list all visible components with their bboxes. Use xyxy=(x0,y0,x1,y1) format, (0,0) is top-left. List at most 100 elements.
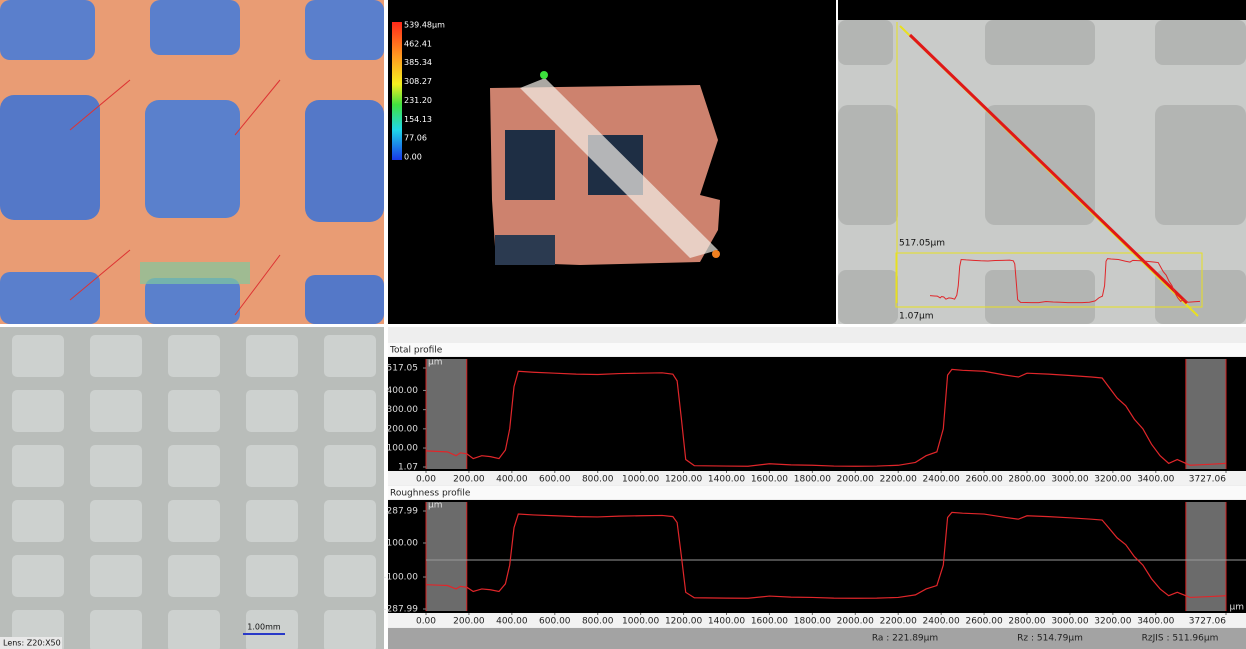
lens-label: Lens: Z20:X50 xyxy=(3,639,61,648)
x-tick-label: 600.00 xyxy=(539,617,571,627)
map-pit xyxy=(0,272,100,324)
pit xyxy=(985,270,1095,324)
x-tick-label: 800.00 xyxy=(582,617,614,627)
page: 517.05μm 1.07μm Lens: Z20:X50 1.00mm Ra :… xyxy=(0,0,1246,649)
rzjis: RzJIS : 511.96μm xyxy=(1142,634,1219,644)
pit xyxy=(1155,105,1246,225)
cutoff-region xyxy=(1186,502,1226,611)
pit xyxy=(12,335,64,377)
endpoint xyxy=(540,71,548,79)
x-tick-label: 1800.00 xyxy=(794,617,831,627)
pit xyxy=(12,390,64,432)
pit xyxy=(1155,20,1246,65)
x-tick-label: 1400.00 xyxy=(708,617,745,627)
x-tick-label: 1600.00 xyxy=(751,617,788,627)
surface-pit xyxy=(495,235,555,265)
3d-view xyxy=(388,0,836,324)
x-tick-label: 1200.00 xyxy=(665,475,702,485)
pit xyxy=(12,500,64,542)
ra: Ra : 221.89μm xyxy=(872,634,938,644)
x-tick-label: 1600.00 xyxy=(751,475,788,485)
cutoff-region xyxy=(1186,359,1226,469)
x-tick-label: 3000.00 xyxy=(1051,475,1088,485)
x-tick-label: 200.00 xyxy=(453,617,485,627)
scale-label: 308.27 xyxy=(404,77,432,86)
pit xyxy=(324,555,376,597)
plot-bg xyxy=(388,500,1246,613)
x-tick-label: 2600.00 xyxy=(965,617,1002,627)
top-strip xyxy=(838,0,1246,20)
color-scale xyxy=(392,22,402,160)
scale-label: 462.41 xyxy=(404,39,432,48)
x-tick-label: 3727.06 xyxy=(1189,617,1226,627)
pit xyxy=(168,390,220,432)
screen: 517.05μm 1.07μm Lens: Z20:X50 1.00mm Ra :… xyxy=(0,0,1246,649)
pit xyxy=(246,500,298,542)
pit xyxy=(246,555,298,597)
cutoff-region xyxy=(426,502,467,611)
pit xyxy=(246,445,298,487)
pit xyxy=(90,610,142,649)
scale-bar-label: 1.00mm xyxy=(247,623,281,632)
map-pit xyxy=(305,275,384,324)
pit xyxy=(1155,270,1246,324)
pit xyxy=(168,610,220,649)
map-pit xyxy=(305,0,384,60)
y-tick-label: 100.00 xyxy=(387,538,419,548)
pit xyxy=(246,390,298,432)
x-tick-label: 1800.00 xyxy=(794,475,831,485)
scale-label: 0.00 xyxy=(404,153,422,162)
x-tick-label: 2400.00 xyxy=(923,617,960,627)
scale-label: 154.13 xyxy=(404,115,432,124)
microscope-image: Lens: Z20:X50 1.00mm xyxy=(0,327,384,649)
x-tick-label: 2600.00 xyxy=(965,475,1002,485)
y-tick-label: 287.99 xyxy=(387,507,419,517)
x-tick-label: 400.00 xyxy=(496,475,528,485)
x-tick-label: 600.00 xyxy=(539,475,571,485)
pit xyxy=(985,20,1095,65)
x-tick-label: 2000.00 xyxy=(837,617,874,627)
x-tick-label: 2200.00 xyxy=(880,475,917,485)
x-tick-label: 3200.00 xyxy=(1094,475,1131,485)
pit xyxy=(324,335,376,377)
rz: Rz : 514.79μm xyxy=(1017,634,1083,644)
x-tick-label: 3400.00 xyxy=(1137,475,1174,485)
chart-title: Total profile xyxy=(389,346,443,356)
y-unit: μm xyxy=(428,501,443,511)
pit xyxy=(90,555,142,597)
scale-label: 77.06 xyxy=(404,134,427,143)
x-tick-label: 2800.00 xyxy=(1008,617,1045,627)
pit xyxy=(168,335,220,377)
x-tick-label: 2200.00 xyxy=(880,617,917,627)
chart-header xyxy=(388,486,1246,499)
pit xyxy=(12,445,64,487)
pit xyxy=(168,555,220,597)
x-tick-label: 400.00 xyxy=(496,617,528,627)
x-tick-label: 1400.00 xyxy=(708,475,745,485)
map-pit xyxy=(0,0,95,60)
surface-pit xyxy=(505,130,555,200)
map-pit xyxy=(145,278,240,324)
map-pit xyxy=(145,100,240,218)
x-unit: μm xyxy=(1230,603,1245,613)
pit xyxy=(90,445,142,487)
height-map xyxy=(0,0,384,324)
endpoint xyxy=(712,250,720,258)
line-view: 517.05μm 1.07μm xyxy=(838,0,1246,324)
x-tick-label: 2400.00 xyxy=(923,475,960,485)
min-label: 1.07μm xyxy=(899,312,934,322)
x-tick-label: 0.00 xyxy=(416,617,436,627)
pit xyxy=(90,335,142,377)
y-tick-label: 300.00 xyxy=(387,405,419,415)
x-tick-label: 200.00 xyxy=(453,475,485,485)
summary-bar xyxy=(388,628,1246,649)
x-tick-label: 0.00 xyxy=(416,475,436,485)
scale-label: 231.20 xyxy=(404,96,432,105)
scale-label: 539.48μm xyxy=(404,21,445,30)
pit xyxy=(324,610,376,649)
y-tick-label: 100.00 xyxy=(387,444,419,454)
x-tick-label: 2800.00 xyxy=(1008,475,1045,485)
map-band xyxy=(140,262,250,284)
pit xyxy=(168,445,220,487)
pit xyxy=(246,335,298,377)
